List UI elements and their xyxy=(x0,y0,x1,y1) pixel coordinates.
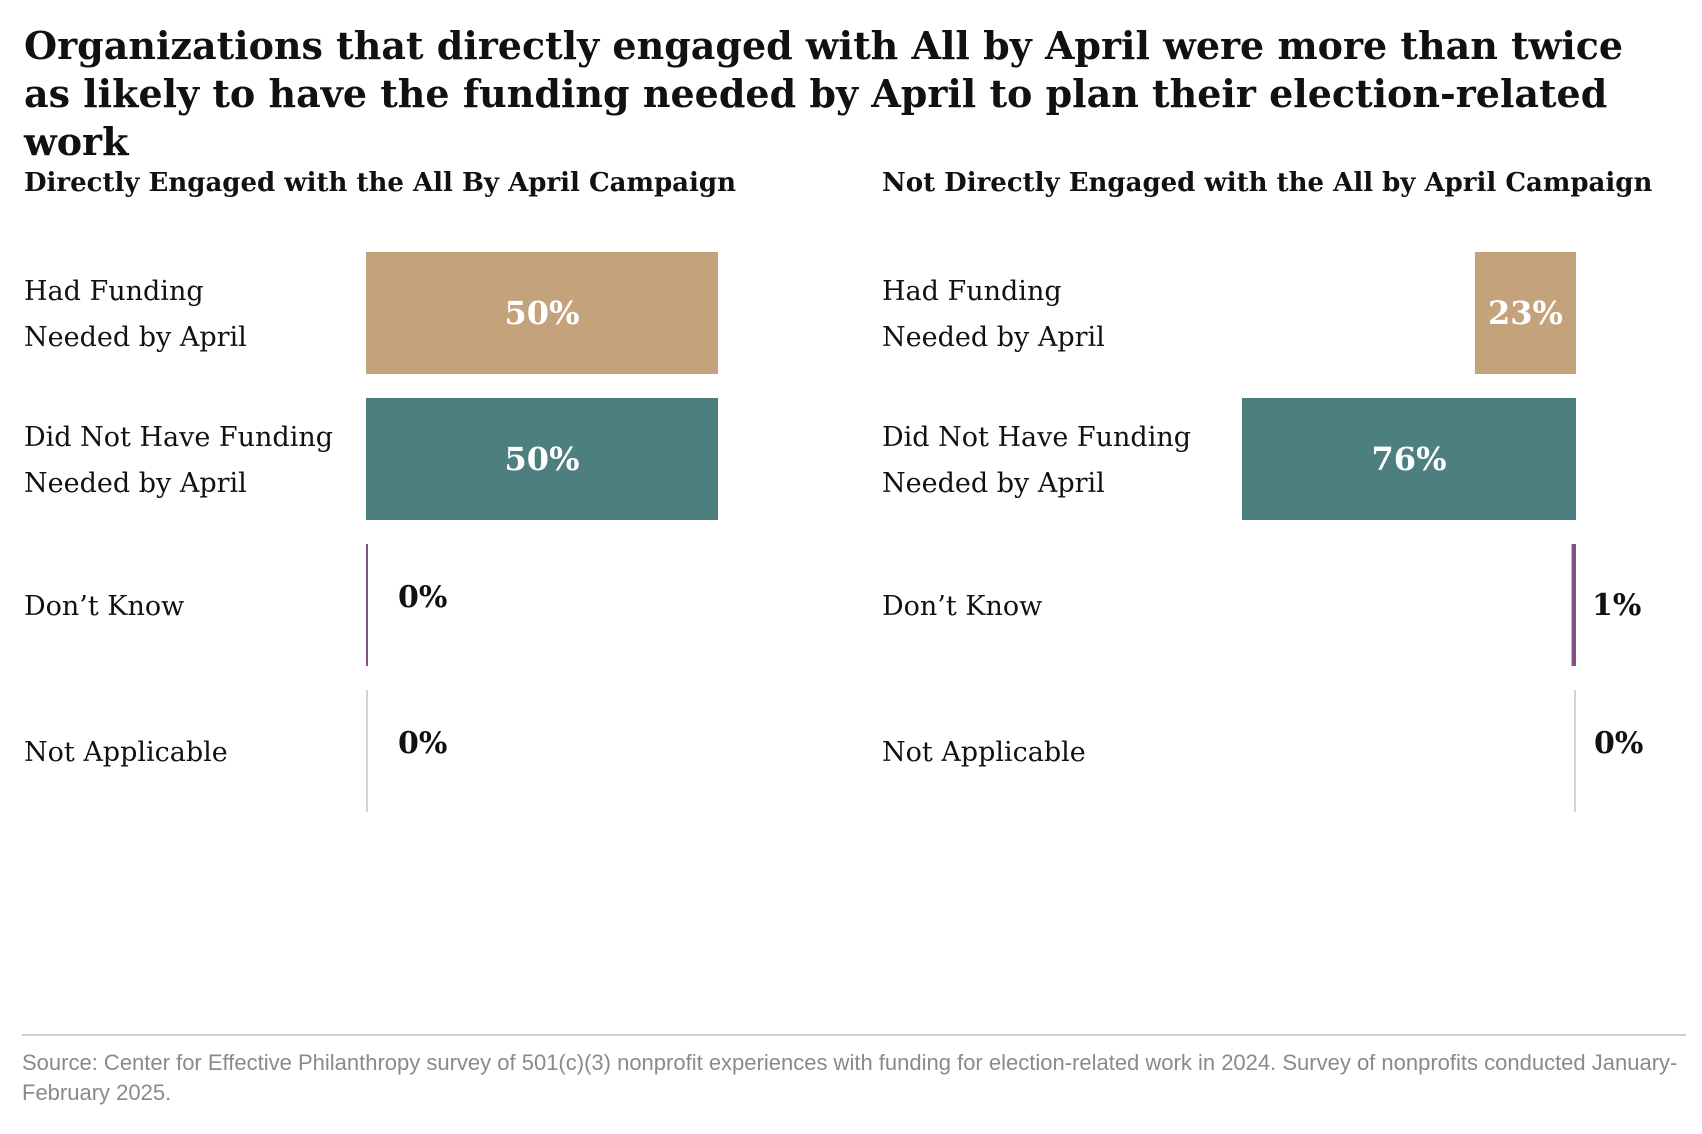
category-label-engaged-3-0: Not Applicable xyxy=(24,737,228,768)
bar-chart: Had Funding Needed by April 50% Did Not Hav… xyxy=(24,252,1643,812)
value-label-engaged-1: 50% xyxy=(505,440,580,478)
category-label-engaged-0-1: Needed by April xyxy=(24,322,247,353)
bar-engaged-0 xyxy=(366,252,718,374)
category-label-engaged-2-0: Don’t Know xyxy=(24,591,184,622)
value-label-not-engaged-0: 23% xyxy=(1488,294,1563,332)
bar-not-engaged-2 xyxy=(1571,544,1576,666)
bar-not-engaged-3 xyxy=(1574,690,1576,812)
value-label-not-engaged-1: 76% xyxy=(1372,440,1447,478)
category-label-not-engaged-2-0: Don’t Know xyxy=(882,591,1042,622)
category-label-engaged-1-1: Needed by April xyxy=(24,468,247,499)
source-note: Source: Center for Effective Philanthrop… xyxy=(22,1050,1678,1105)
bar-not-engaged-0 xyxy=(1474,252,1576,374)
value-label-engaged-3: 0% xyxy=(398,726,447,761)
value-label-engaged-0: 50% xyxy=(505,294,580,332)
bar-engaged-3 xyxy=(366,690,368,812)
bar-engaged-2 xyxy=(366,544,368,666)
value-label-engaged-2: 0% xyxy=(398,580,447,615)
value-label-not-engaged-2: 1% xyxy=(1592,588,1641,623)
bar-engaged-1 xyxy=(366,398,718,520)
bar-not-engaged-1 xyxy=(1242,398,1576,520)
panel-title-engaged: Directly Engaged with the All By April C… xyxy=(24,168,736,198)
panel-title-not-engaged: Not Directly Engaged with the All by Apr… xyxy=(882,168,1653,198)
category-label-engaged-1-0: Did Not Have Funding xyxy=(24,422,333,453)
category-label-not-engaged-1-0: Did Not Have Funding xyxy=(882,422,1191,453)
category-label-not-engaged-1-1: Needed by April xyxy=(882,468,1105,499)
category-label-not-engaged-0-0: Had Funding xyxy=(882,276,1062,307)
footer-divider xyxy=(22,1034,1686,1036)
value-label-not-engaged-3: 0% xyxy=(1594,726,1643,761)
category-label-not-engaged-0-1: Needed by April xyxy=(882,322,1105,353)
chart-title: Organizations that directly engaged with… xyxy=(24,23,1624,164)
category-label-engaged-0-0: Had Funding xyxy=(24,276,204,307)
category-label-not-engaged-3-0: Not Applicable xyxy=(882,737,1086,768)
